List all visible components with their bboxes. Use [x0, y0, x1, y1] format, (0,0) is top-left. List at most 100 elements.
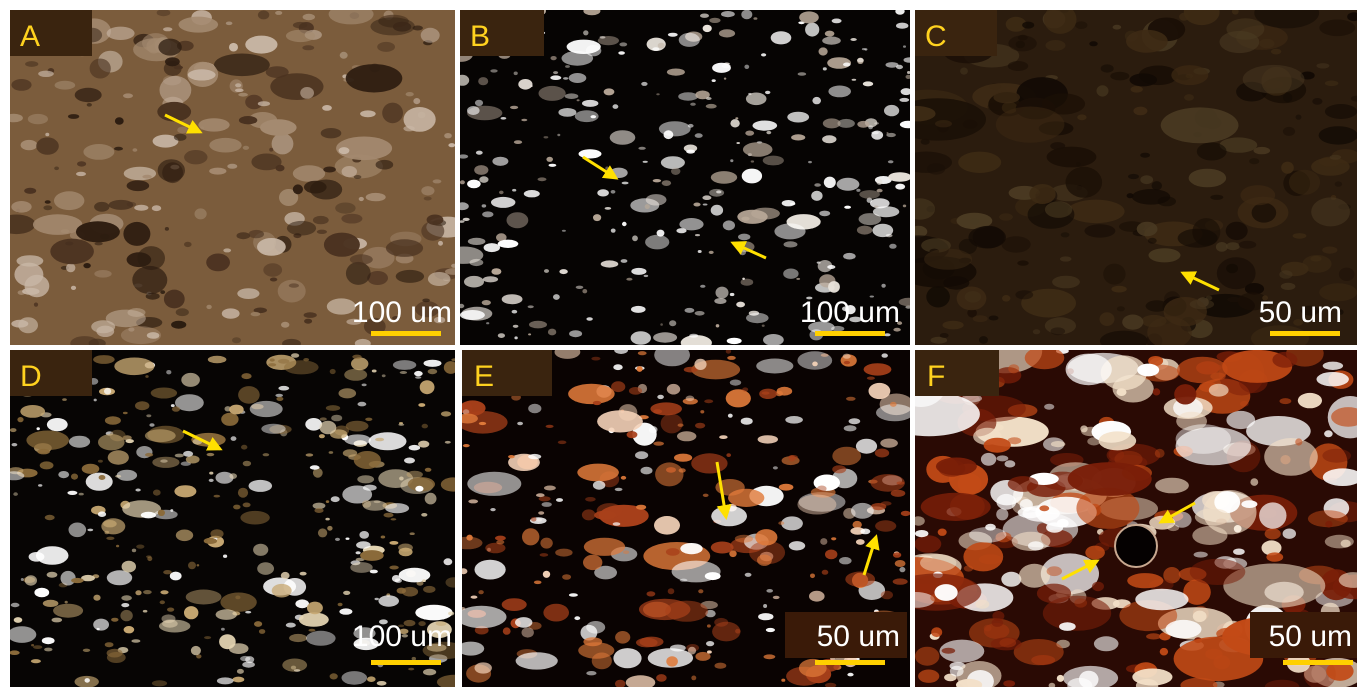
grain	[895, 8, 904, 15]
grain	[979, 336, 988, 344]
grain	[444, 361, 458, 374]
grain	[896, 23, 908, 29]
grain	[420, 380, 435, 394]
grain	[151, 388, 177, 399]
grain	[75, 88, 102, 102]
grain	[686, 150, 695, 154]
grain	[327, 526, 332, 531]
grain	[1323, 362, 1343, 370]
grain	[107, 27, 135, 40]
grain	[562, 574, 571, 580]
scale-text: 50 um	[1259, 296, 1342, 329]
grain	[867, 377, 875, 380]
grain	[644, 275, 649, 277]
grain	[843, 63, 851, 67]
grain	[1044, 404, 1054, 410]
grain	[823, 118, 841, 128]
grain	[631, 306, 646, 313]
grain	[325, 518, 329, 521]
grain	[512, 189, 516, 192]
grain	[730, 119, 739, 127]
grain	[126, 439, 134, 443]
grain	[291, 353, 299, 358]
grain	[935, 584, 958, 601]
grain	[811, 191, 822, 201]
grain	[350, 254, 373, 264]
grain	[1330, 155, 1342, 160]
grain	[29, 552, 45, 562]
grain	[778, 521, 784, 525]
grain	[216, 609, 237, 620]
grain	[1060, 256, 1072, 261]
grain	[468, 499, 478, 503]
grain	[179, 17, 219, 33]
grain	[1325, 521, 1332, 528]
grain	[585, 497, 596, 502]
grain	[238, 488, 248, 498]
grain	[1265, 528, 1281, 539]
grain	[622, 182, 629, 185]
grain	[1194, 552, 1208, 558]
grain	[457, 642, 484, 656]
grain	[691, 453, 727, 473]
grain	[852, 79, 857, 81]
grain	[124, 167, 156, 180]
grain	[44, 648, 52, 652]
grain	[293, 22, 307, 28]
grain	[724, 78, 726, 80]
grain	[1254, 147, 1271, 154]
grain	[389, 541, 398, 545]
grain	[973, 315, 988, 322]
grain	[1122, 315, 1143, 330]
grain	[356, 541, 371, 549]
grain	[666, 548, 680, 556]
grain	[66, 263, 75, 272]
scale-text: 100 um	[352, 620, 452, 653]
grain	[899, 98, 909, 102]
grain	[1132, 669, 1172, 686]
grain	[857, 121, 869, 128]
grain	[335, 203, 355, 214]
grain	[220, 593, 256, 612]
grain	[958, 152, 1001, 173]
grain	[385, 503, 409, 513]
grain	[605, 167, 609, 170]
grain	[495, 536, 506, 541]
grain	[893, 552, 901, 558]
grain	[36, 137, 59, 154]
grain	[822, 37, 841, 45]
grain	[278, 280, 306, 303]
grain	[886, 62, 899, 68]
grain	[98, 511, 106, 517]
grain	[893, 578, 908, 584]
grain	[1084, 224, 1115, 237]
grain	[626, 278, 632, 281]
grain	[618, 51, 625, 54]
grain	[421, 513, 427, 517]
grain	[142, 175, 151, 179]
grain	[508, 455, 515, 458]
grain	[920, 554, 956, 572]
grain	[458, 304, 464, 308]
grain	[25, 575, 37, 585]
grain	[797, 351, 832, 369]
grain	[582, 100, 598, 107]
grain	[703, 494, 709, 497]
grain	[79, 493, 84, 496]
grain	[152, 205, 161, 211]
grain	[424, 197, 432, 201]
grain	[544, 136, 549, 138]
grain	[410, 532, 415, 535]
grain	[1111, 286, 1126, 293]
grain	[864, 363, 892, 375]
grain	[366, 193, 386, 201]
grain	[871, 474, 905, 492]
grain	[712, 79, 716, 82]
grain	[320, 421, 337, 435]
grain	[121, 603, 129, 607]
grain	[428, 369, 438, 374]
grain	[1008, 476, 1039, 492]
grain	[716, 287, 729, 299]
grain	[107, 570, 132, 585]
grain	[486, 322, 489, 324]
